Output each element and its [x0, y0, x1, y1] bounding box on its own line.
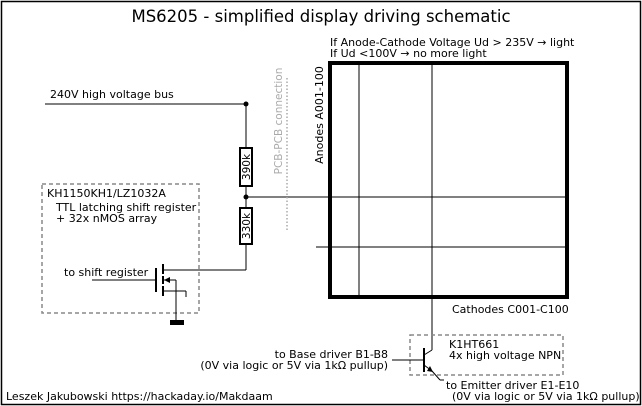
page-title: MS6205 - simplified display driving sche… — [131, 7, 510, 26]
base-driver-label: to Base driver B1-B8 — [275, 348, 388, 361]
display-note-2: If Ud <100V → no more light — [330, 47, 487, 60]
npn-array-name: K1HT661 — [449, 338, 499, 351]
base-driver-note: (0V via logic or 5V via 1kΩ pullup) — [200, 359, 388, 372]
pcb-connection-label: PCB-PCB connection — [273, 68, 285, 175]
display-note-1: If Anode-Cathode Voltage Ud > 235V → lig… — [330, 36, 575, 49]
shift-register-box — [41, 183, 200, 314]
anodes-label: Anodes A001-100 — [313, 66, 326, 164]
bus-label: 240V high voltage bus — [50, 88, 174, 101]
resistor-390k-label: 390k — [241, 153, 253, 180]
emitter-driver-note: (0V via logic or 5V via 1kΩ pullup) — [452, 390, 640, 403]
resistor-330k-label: 330k — [241, 212, 253, 239]
shift-register-desc-1: TTL latching shift register — [55, 201, 197, 214]
shift-register-input-label: to shift register — [64, 266, 149, 279]
npn-transistor-icon — [392, 348, 444, 381]
cathodes-label: Cathodes C001-C100 — [452, 303, 569, 316]
nmos-transistor-icon — [92, 264, 187, 320]
shift-register-name: KH1150KH1/LZ1032A — [47, 187, 166, 200]
ground-icon — [170, 320, 184, 325]
npn-array-desc: 4x high voltage NPN — [449, 349, 561, 362]
author-credit: Leszek Jakubowski https://hackaday.io/Ma… — [6, 390, 273, 403]
shift-register-desc-2: + 32x nMOS array — [56, 212, 158, 225]
npn-array-box — [409, 334, 564, 376]
emitter-driver-label: to Emitter driver E1-E10 — [446, 379, 579, 392]
display-panel — [328, 61, 569, 299]
